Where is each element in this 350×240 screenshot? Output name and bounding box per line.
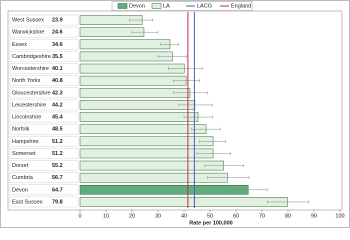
x-tick-label: 40 xyxy=(181,213,187,219)
chart: Rate per 100,000 0 10 20 30 40 50 60 70 80 90 100 W… xyxy=(0,0,350,228)
category-label: West Sussex xyxy=(12,18,44,24)
category-label: Dorset xyxy=(12,163,29,169)
x-axis-label: Rate per 100,000 xyxy=(189,220,232,226)
label-box xyxy=(9,87,79,99)
category-label: Worcestershire xyxy=(12,66,49,72)
category-label: Lincolnshire xyxy=(12,115,41,121)
x-tick-label: 100 xyxy=(335,213,344,219)
value-label: 56.7 xyxy=(52,175,63,181)
label-box xyxy=(9,196,79,208)
value-label: 24.6 xyxy=(52,30,63,36)
bar xyxy=(79,100,196,110)
label-box xyxy=(9,39,79,50)
bar xyxy=(79,148,214,159)
value-label: 79.8 xyxy=(52,199,63,205)
legend-label: LA xyxy=(163,3,170,9)
value-label: 40.8 xyxy=(52,78,63,84)
x-tick-label: 70 xyxy=(259,213,265,219)
legend-label: LACG xyxy=(197,3,212,9)
legend-swatch xyxy=(151,3,162,9)
bar xyxy=(79,75,187,86)
category-label: East Sussex xyxy=(12,199,43,205)
label-box xyxy=(9,14,79,26)
label-box xyxy=(9,136,79,147)
bar xyxy=(79,172,228,183)
x-tick-label: 10 xyxy=(103,213,109,219)
value-label: 51.2 xyxy=(52,139,63,145)
x-tick-label: 0 xyxy=(78,213,81,219)
label-box xyxy=(9,26,79,38)
category-label: Leicestershire xyxy=(12,102,46,108)
value-label: 34.6 xyxy=(52,42,63,48)
x-tick-label: 80 xyxy=(285,213,291,219)
category-label: Devon xyxy=(12,187,28,193)
label-box xyxy=(9,123,79,135)
value-label: 64.7 xyxy=(52,187,63,193)
category-label: Hampshire xyxy=(12,139,39,145)
label-box xyxy=(9,99,79,111)
legend-label: England xyxy=(231,3,251,9)
value-label: 55.2 xyxy=(52,163,63,169)
bar xyxy=(79,185,249,195)
x-tick-label: 30 xyxy=(155,213,161,219)
value-label: 40.1 xyxy=(52,66,63,72)
value-label: 35.5 xyxy=(52,54,63,60)
category-label: Cumbria xyxy=(12,175,34,181)
value-label: 48.5 xyxy=(52,127,63,133)
label-box xyxy=(9,160,79,171)
value-label: 51.2 xyxy=(52,151,63,157)
value-label: 44.2 xyxy=(52,102,63,108)
bar xyxy=(79,39,171,50)
category-label: Somerset xyxy=(12,151,36,157)
category-label: Norfolk xyxy=(12,127,30,133)
value-label: 42.3 xyxy=(52,90,63,96)
category-label: Gloucestershire xyxy=(12,90,51,96)
category-label: Cambridgeshire xyxy=(12,54,51,60)
label-box xyxy=(9,111,79,123)
bar xyxy=(79,124,207,134)
label-box xyxy=(9,75,79,86)
legend-label: Devon xyxy=(129,3,145,9)
x-tick-label: 50 xyxy=(207,213,213,219)
legend-swatch xyxy=(117,3,128,9)
value-label: 23.9 xyxy=(52,18,63,24)
label-box xyxy=(9,51,79,62)
x-tick-label: 20 xyxy=(129,213,135,219)
bar xyxy=(79,136,214,147)
value-label: 45.4 xyxy=(52,115,64,121)
label-box xyxy=(9,184,79,196)
bar xyxy=(79,160,224,171)
x-tick-label: 90 xyxy=(311,213,317,219)
bar xyxy=(79,112,199,122)
label-box xyxy=(9,148,79,159)
x-tick-label: 60 xyxy=(233,213,239,219)
label-box xyxy=(9,172,79,183)
category-label: North Yorks xyxy=(12,78,41,84)
category-label: Warwickshire xyxy=(12,30,45,36)
bar xyxy=(79,197,288,207)
category-label: Essex xyxy=(12,42,27,48)
legend-box xyxy=(111,1,253,11)
label-box xyxy=(9,63,79,74)
